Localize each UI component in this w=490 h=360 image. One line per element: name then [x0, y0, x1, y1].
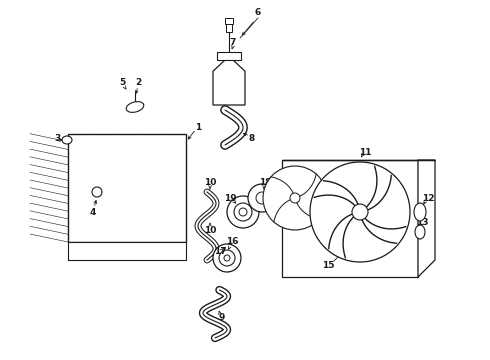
Polygon shape	[282, 160, 418, 277]
Bar	[68, 134, 186, 242]
Text: 14: 14	[299, 180, 311, 189]
Text: 7: 7	[230, 37, 236, 46]
Circle shape	[92, 187, 102, 197]
Text: 3: 3	[54, 134, 60, 143]
Circle shape	[290, 193, 300, 203]
Text: 15: 15	[322, 261, 334, 270]
Bar	[226, 24, 232, 32]
Circle shape	[219, 250, 235, 266]
Bar	[68, 242, 186, 260]
Text: 6: 6	[255, 8, 261, 17]
Polygon shape	[418, 160, 435, 277]
Ellipse shape	[414, 203, 426, 221]
Circle shape	[248, 184, 276, 212]
Text: 8: 8	[249, 134, 255, 143]
Text: 18: 18	[259, 177, 271, 186]
Circle shape	[227, 196, 259, 228]
Text: 5: 5	[119, 77, 125, 86]
Ellipse shape	[126, 102, 144, 112]
Text: 12: 12	[422, 194, 434, 202]
Text: 13: 13	[416, 217, 428, 226]
Text: 19: 19	[224, 194, 236, 202]
Ellipse shape	[62, 136, 72, 144]
Circle shape	[239, 208, 247, 216]
Circle shape	[310, 162, 410, 262]
Circle shape	[263, 166, 327, 230]
Text: 4: 4	[90, 207, 96, 216]
Text: 1: 1	[195, 122, 201, 131]
Text: 16: 16	[226, 238, 238, 247]
Text: 2: 2	[135, 77, 141, 86]
Circle shape	[213, 244, 241, 272]
Text: 11: 11	[359, 148, 371, 157]
Text: 10: 10	[204, 225, 216, 234]
Circle shape	[234, 203, 252, 221]
Circle shape	[256, 192, 268, 204]
Ellipse shape	[415, 225, 425, 239]
Text: 9: 9	[219, 314, 225, 323]
Polygon shape	[213, 60, 245, 105]
Text: 17: 17	[214, 248, 226, 256]
Bar	[217, 52, 241, 60]
Bar	[225, 18, 233, 24]
Circle shape	[224, 255, 230, 261]
Text: 10: 10	[204, 177, 216, 186]
Circle shape	[352, 204, 368, 220]
